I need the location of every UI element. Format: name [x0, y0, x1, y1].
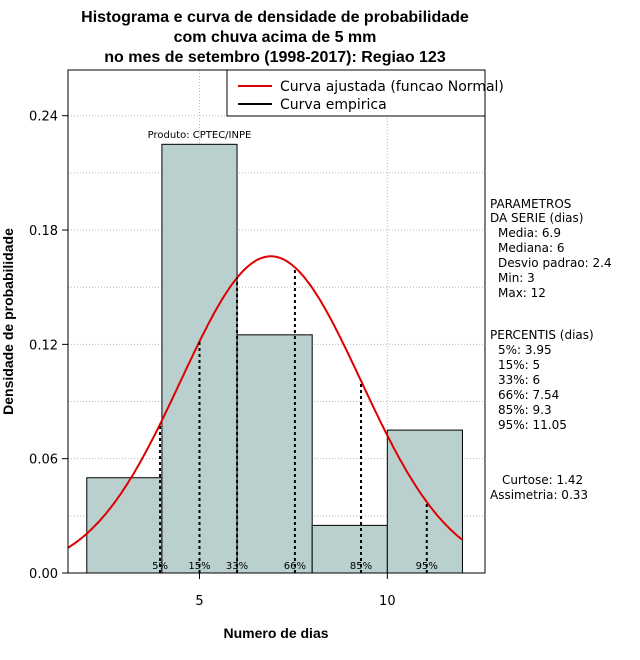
histogram-bar — [311, 524, 388, 574]
y-tick-label: 0.06 — [29, 453, 58, 468]
y-tick-label: 0.00 — [29, 567, 58, 582]
percentil-item: 5%: 3.95 — [498, 343, 552, 357]
percentile-label: 15% — [188, 561, 210, 572]
x-tick-label: 10 — [379, 594, 396, 609]
histogram-bar — [236, 334, 313, 574]
histogram-bar — [161, 143, 238, 574]
product-label: Produto: CPTEC/INPE — [148, 130, 252, 141]
assimetria-value: Assimetria: 0.33 — [490, 488, 588, 502]
y-tick-label: 0.24 — [29, 110, 58, 125]
fitted-curve-group — [67, 255, 464, 549]
param-item: Desvio padrao: 2.4 — [498, 256, 612, 270]
chart-title-line: com chuva acima de 5 mm — [174, 29, 377, 46]
percentile-label: 95% — [416, 561, 438, 572]
x-axis-title: Numero de dias — [223, 625, 328, 641]
axes: 0.00 0.06 0.12 0.18 0.24 5 10 Numero de dias Den… — [0, 110, 396, 641]
chart-title-line: Histograma e curva de densidade de proba… — [81, 9, 469, 26]
percentil-item: 95%: 11.05 — [498, 418, 567, 432]
y-axis-title: Densidade de probabilidade — [0, 228, 16, 415]
fitted-normal-curve — [67, 255, 464, 549]
percentile-label: 85% — [350, 561, 372, 572]
percentile-label: 33% — [226, 561, 248, 572]
params-title: PARAMETROS — [490, 197, 571, 211]
percentil-item: 66%: 7.54 — [498, 388, 559, 402]
legend-label-fitted: Curva ajustada (funcao Normal) — [280, 79, 504, 95]
chart-title: Histograma e curva de densidade de proba… — [81, 9, 469, 66]
bars — [86, 143, 463, 574]
percentile-markers: 5% 15% 33% 66% 85% 95% Produto: CPTEC/INPE — [148, 130, 438, 573]
histogram-bar — [386, 429, 463, 574]
y-tick-label: 0.12 — [29, 338, 58, 353]
percentil-item: 33%: 6 — [498, 373, 540, 387]
legend: Curva ajustada (funcao Normal) Curva empi… — [226, 69, 504, 117]
y-tick-label: 0.18 — [29, 224, 58, 239]
param-item: Max: 12 — [498, 286, 546, 300]
legend-label-empirical: Curva empirica — [280, 97, 387, 113]
percentil-item: 15%: 5 — [498, 358, 540, 372]
histogram-bar — [86, 477, 163, 574]
x-tick-label: 5 — [195, 594, 203, 609]
curtose-value: Curtose: 1.42 — [502, 473, 583, 487]
param-item: Min: 3 — [498, 271, 535, 285]
percentile-label: 5% — [152, 561, 168, 572]
param-item: Media: 6.9 — [498, 226, 561, 240]
chart-title-line: no mes de setembro (1998-2017): Regiao 1… — [104, 49, 446, 66]
percentis-title: PERCENTIS (dias) — [490, 328, 594, 342]
percentil-item: 85%: 9.3 — [498, 403, 552, 417]
params-subtitle: DA SERIE (dias) — [490, 211, 583, 225]
percentile-label: 66% — [284, 561, 306, 572]
legend-box — [226, 69, 486, 117]
param-item: Mediana: 6 — [498, 241, 565, 255]
